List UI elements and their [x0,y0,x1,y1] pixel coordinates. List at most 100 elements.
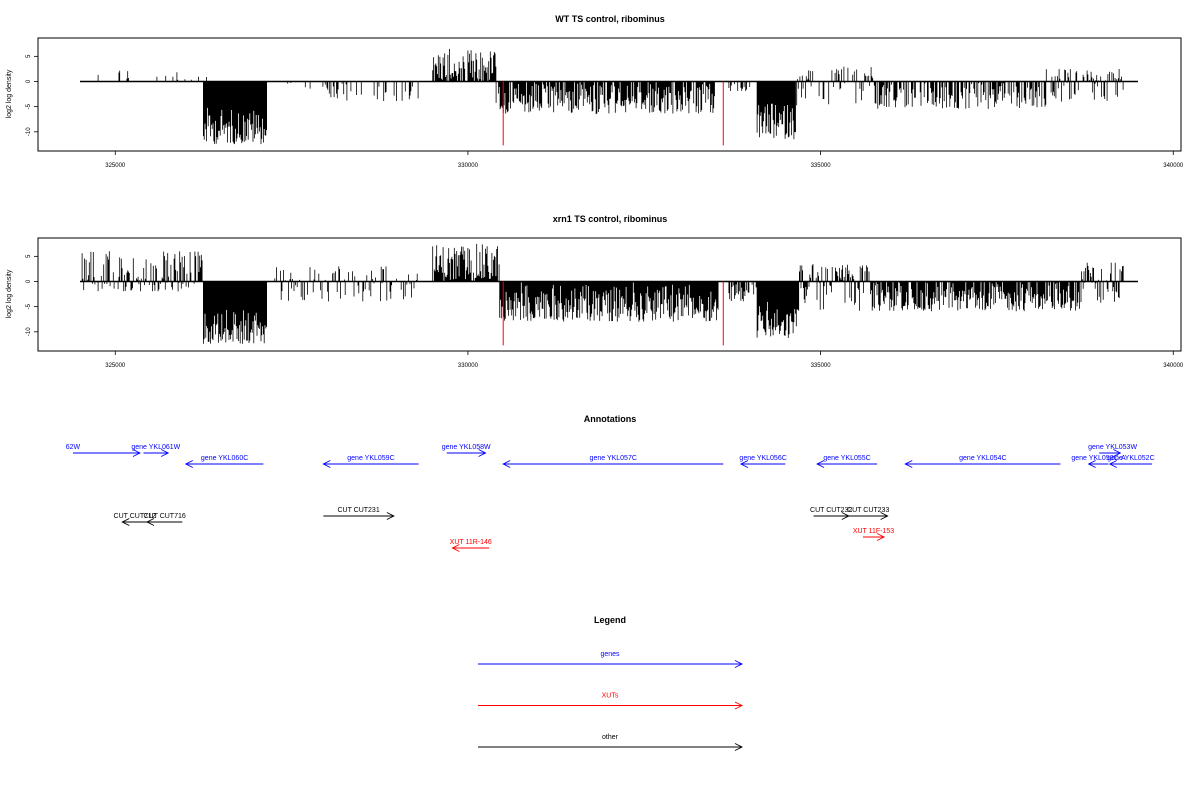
arrow-head [1087,460,1096,468]
signal-segment-2 [203,81,267,145]
annotation-gene: gene YKL061W [131,444,181,457]
signal-segment-4 [499,281,719,322]
arrow-head [1108,460,1117,468]
legend-label: other [602,734,619,741]
legend-label: genes [600,651,620,658]
legend-panel: Legend genes XUTs other [478,615,744,751]
legend-item-2: other [478,734,744,751]
signal-segment-7 [728,81,751,91]
signal-segment-0 [81,251,203,292]
annotation-label: CUT CUT712 [114,513,156,520]
annotation-other: CUT CUT716 [143,513,186,526]
signal-segment-8 [756,81,796,140]
arrow-head [132,449,141,457]
annotation-label: CUT CUT233 [847,507,889,514]
annotations-title: Annotations [584,414,637,424]
arrow-head [160,449,170,457]
annotation-label: XUT 11F-153 [853,528,894,535]
signal-segment-6 [756,281,800,338]
signal-segment-3 [287,81,326,89]
signal-segment-7 [799,264,876,311]
signal-segment-5 [432,48,497,82]
annotation-label: gene YKL055C [823,455,870,462]
panel-xrn1-y-axis: 5 0 -5 -10 [26,254,38,336]
annotation-xut: XUT 11F-153 [853,528,894,541]
panel-xrn1-signal [80,243,1138,346]
signal-segment-5 [728,281,758,302]
x-tick-label: 335000 [811,363,832,369]
x-tick-label: 330000 [458,163,479,169]
legend-title: Legend [594,615,626,625]
signal-segment-4 [326,81,419,101]
panel-wt: WT TS control, ribominus log2 log densit… [6,14,1184,169]
signal-segment-11 [1045,69,1124,102]
y-tick-label: 5 [26,254,32,258]
annotation-gene: gene YKL055C [816,455,878,468]
annotation-gene: gene YKL059C [322,455,419,468]
x-tick-label: 340000 [1163,363,1184,369]
annotation-label: CUT CUT231 [337,507,379,514]
arrow-head [478,449,487,457]
annotation-label: gene YKL061W [131,444,180,451]
arrow-head [121,518,130,526]
annotation-other: CUT CUT233 [847,507,889,520]
y-tick-label: 0 [26,79,32,83]
annotation-label: gene YKL059C [347,455,394,462]
arrow-head [184,460,194,468]
annotation-label: gene YKL054C [959,455,1006,462]
legend-arrow-head [734,660,744,668]
annotation-label: gene YKL060C [201,455,248,462]
annotation-label: gene YKL058W [442,444,491,451]
x-tick-label: 325000 [105,363,126,369]
annotation-label: gene YKL056C [739,455,786,462]
arrow-head [876,533,886,541]
y-tick-label: 0 [26,279,32,283]
panel-xrn1-x-axis: 325000 330000 335000 340000 [105,351,1184,369]
arrow-head [386,512,395,520]
annotation-gene: gene YKL058W [442,444,491,457]
annotation-gene: gene YKL060C [184,455,264,468]
arrow-head [322,460,331,468]
y-tick-label: -10 [26,127,32,136]
annotation-gene: gene YKL053C-A [1071,455,1126,468]
signal-segment-1 [203,281,267,344]
signal-segment-1 [156,72,207,82]
annotation-gene: gene YKL054C [904,455,1061,468]
annotation-label: gene YKL053W [1088,444,1137,451]
signal-segment-0 [97,70,129,82]
legend-arrow-head [734,743,744,751]
annotation-other: CUT CUT712 [114,513,156,526]
annotation-label: CUT CUT232 [810,507,852,514]
x-tick-label: 335000 [811,163,832,169]
legend-item-1: XUTs [478,693,744,710]
annotation-other: CUT CUT232 [810,507,852,520]
panel-wt-ylabel: log2 log density [6,69,13,118]
arrow-head [816,460,825,468]
legend-label: XUTs [602,693,619,700]
panel-wt-title: WT TS control, ribominus [555,14,665,24]
panel-xrn1: xrn1 TS control, ribominus log2 log dens… [6,214,1184,369]
annotation-gene: gene YKL052C [1107,455,1155,468]
annotation-other: CUT CUT231 [323,507,395,520]
signal-segment-10 [877,81,1047,109]
arrow-head [739,460,749,468]
signal-segment-9 [796,66,878,106]
x-tick-label: 330000 [458,363,479,369]
annotations-panel: Annotations 62W gene YKL061W gene YKL060C g… [66,414,1155,552]
panel-wt-x-axis: 325000 330000 335000 340000 [105,151,1184,169]
annotation-gene: gene YKL056C [739,455,787,468]
annotation-label: XUT 11R-146 [450,539,492,546]
y-tick-label: -5 [26,103,32,109]
legend-item-0: genes [478,651,744,668]
arrow-head [451,544,460,552]
annotation-gene: gene YKL057C [502,455,724,468]
y-tick-label: -10 [26,327,32,336]
annotation-label: gene YKL057C [590,455,637,462]
panel-xrn1-title: xrn1 TS control, ribominus [553,214,668,224]
legend-arrow-head [734,701,744,710]
arrow-head [502,460,511,468]
signal-segment-9 [1081,262,1124,303]
signal-segment-6 [495,81,715,115]
annotation-label: CUT CUT716 [143,513,185,520]
x-tick-label: 340000 [1163,163,1184,169]
